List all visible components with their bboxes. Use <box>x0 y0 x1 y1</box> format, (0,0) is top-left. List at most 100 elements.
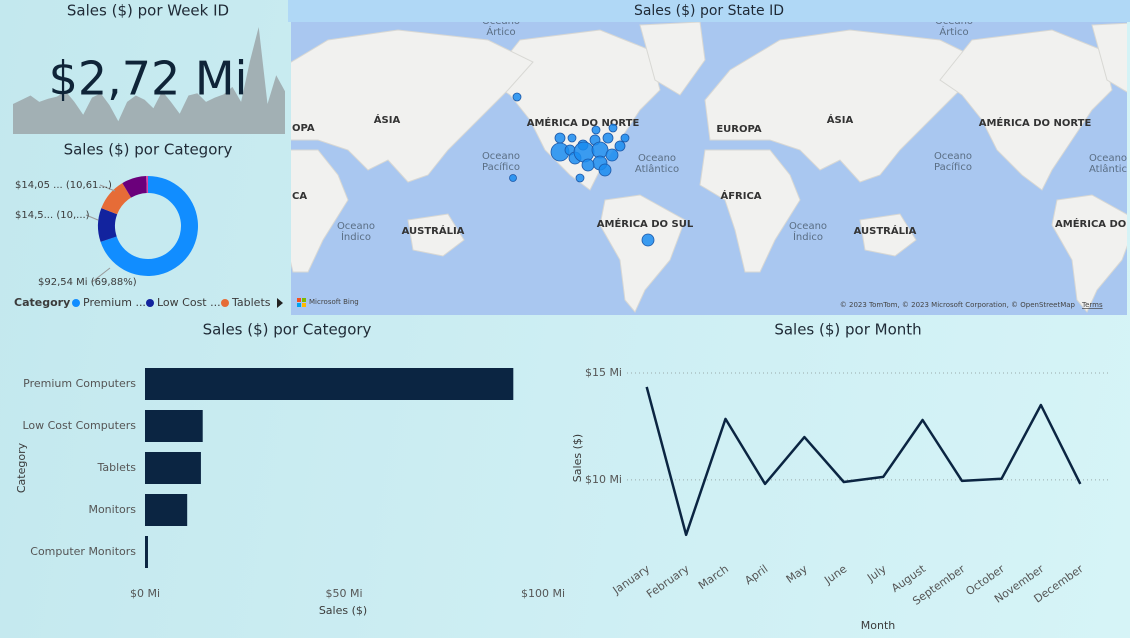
map-label: AMÉRICA DO S <box>1055 217 1130 230</box>
x-axis-title: Sales ($) <box>319 604 367 617</box>
map-label: AMÉRICA DO NORTE <box>527 116 640 129</box>
y-axis-title: Category <box>15 442 28 493</box>
map-header <box>288 0 1130 22</box>
chart-title: Sales ($) por Category <box>203 321 372 339</box>
map-bubble[interactable] <box>575 173 585 183</box>
x-tick-label: March <box>696 562 731 592</box>
x-tick-label: $0 Mi <box>130 587 160 600</box>
sparkline <box>13 27 285 134</box>
donut-chart: Sales ($) por Category $92,54 Mi (69,88%)… <box>14 141 283 309</box>
legend-marker <box>72 299 80 307</box>
map-label: AUSTRÁLIA <box>854 224 917 237</box>
map-bubble[interactable] <box>567 133 577 143</box>
donut-slice <box>101 183 132 215</box>
ocean-label: Pacífico <box>934 161 972 173</box>
ocean-label: Oceano <box>337 221 375 232</box>
ocean-label: Oceano <box>638 153 676 164</box>
donut-slice <box>100 176 199 276</box>
x-tick-label: $100 Mi <box>521 587 565 600</box>
map-bubble[interactable] <box>641 233 655 247</box>
map-bubble[interactable] <box>620 133 630 143</box>
bing-logo <box>302 298 306 302</box>
x-tick-label: April <box>742 562 770 587</box>
legend-marker <box>221 299 229 307</box>
map-bubble[interactable] <box>573 141 595 163</box>
bar <box>145 536 148 568</box>
legend-label: Tablets <box>231 296 271 309</box>
legend-title: Category <box>14 296 70 309</box>
card-title: Sales ($) por Week ID <box>67 2 229 20</box>
x-axis-title: Month <box>861 619 896 632</box>
map-label: ÁSIA <box>374 113 401 126</box>
map-bubble[interactable] <box>581 158 595 172</box>
donut-slice <box>122 176 147 198</box>
line-chart: Sales ($) por Month$10 Mi$15 MiJanuaryFe… <box>571 321 1110 632</box>
map-logo: Microsoft Bing <box>309 298 359 306</box>
map-bubble[interactable] <box>605 148 619 162</box>
y-tick-label: Premium Computers <box>23 377 136 390</box>
card-value: $2,72 Mi <box>49 52 248 106</box>
bar-chart: Sales ($) por Category $0 Mi $50 Mi $100 Mi… <box>15 321 565 618</box>
donut-slice <box>98 208 118 242</box>
x-tick-label: February <box>644 562 692 601</box>
bar <box>145 368 514 400</box>
x-tick-label: July <box>864 562 889 585</box>
ocean-label: Atlântico <box>635 163 679 175</box>
ocean-label: Oceano <box>482 151 520 162</box>
map-bubble[interactable] <box>591 125 601 135</box>
y-tick-label: Tablets <box>97 461 137 474</box>
ocean-label: Oceano <box>482 16 520 27</box>
y-tick-label: Low Cost Computers <box>22 419 136 432</box>
ocean-label: Oceano <box>1089 153 1127 164</box>
map-bubble[interactable] <box>554 132 566 144</box>
legend-label: Premium ... <box>83 296 146 309</box>
y-tick-label: Monitors <box>88 503 136 516</box>
map-label: AMÉRICA DO SUL <box>597 217 694 230</box>
ocean-label: Oceano <box>789 221 827 232</box>
map-bubble[interactable] <box>509 174 517 182</box>
sparkline-area <box>13 27 285 134</box>
map-title: Sales ($) por State ID <box>634 3 784 19</box>
map-label: EUROPA <box>716 124 762 135</box>
map-bubble[interactable] <box>602 132 614 144</box>
data-label: $14,5... (10,...) <box>15 210 90 221</box>
y-tick-label: $15 Mi <box>585 366 622 379</box>
x-tick-label: June <box>821 562 849 587</box>
data-label: $14,05 ... (10,61...) <box>15 180 112 191</box>
map-bubble[interactable] <box>598 163 612 177</box>
ocean-label: Ártico <box>486 25 515 38</box>
bing-logo <box>302 303 306 307</box>
legend-next[interactable] <box>277 298 283 308</box>
ocean-label: Atlântic <box>1089 163 1127 175</box>
x-tick-label: May <box>784 562 810 586</box>
map-bubbles <box>509 92 655 247</box>
map[interactable]: ÁSIA AMÉRICA DO NORTE EUROPA ÁSIA AMÉRICA DO… <box>36 16 1130 315</box>
map-label: OPA <box>292 123 315 134</box>
ocean-label: Ártico <box>939 25 968 38</box>
legend-label: Low Cost ... <box>157 296 221 309</box>
ocean-label: Pacífico <box>482 161 520 173</box>
map-terms[interactable]: Terms <box>1081 301 1103 309</box>
y-axis-title: Sales ($) <box>571 434 584 482</box>
bar <box>145 410 203 442</box>
bar <box>145 494 188 526</box>
chart-title: Sales ($) por Month <box>774 321 921 339</box>
ocean-label: Índico <box>341 230 371 243</box>
map-attribution: © 2023 TomTom, © 2023 Microsoft Corporat… <box>840 301 1076 309</box>
map-bubble[interactable] <box>608 123 618 133</box>
legend-marker <box>146 299 154 307</box>
map-label: CA <box>292 191 307 202</box>
map-label: AMÉRICA DO NORTE <box>979 116 1092 129</box>
ocean-label: Oceano <box>934 151 972 162</box>
line-series <box>645 386 1082 537</box>
map-bubble[interactable] <box>512 92 522 102</box>
chart-title: Sales ($) por Category <box>64 141 233 159</box>
map-labels: ÁSIA AMÉRICA DO NORTE EUROPA ÁSIA AMÉRICA DO… <box>292 16 1130 243</box>
leader-line <box>99 184 116 192</box>
y-tick-label: Computer Monitors <box>30 545 136 558</box>
leader-line <box>85 214 99 221</box>
map-bubble[interactable] <box>614 140 626 152</box>
